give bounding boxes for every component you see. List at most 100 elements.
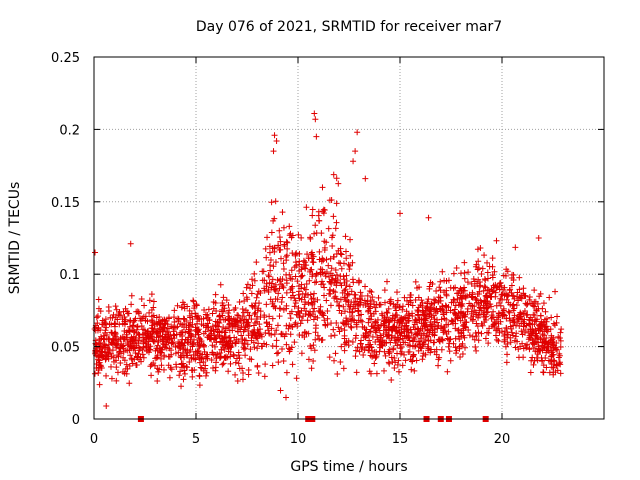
data-point <box>390 301 397 308</box>
data-point <box>509 292 516 299</box>
data-point <box>149 319 156 326</box>
data-point <box>530 345 537 352</box>
data-point <box>253 316 260 323</box>
data-point <box>435 299 442 306</box>
data-point <box>489 272 496 279</box>
data-point <box>507 339 514 346</box>
data-point <box>388 326 395 333</box>
data-point <box>108 329 115 336</box>
data-point <box>195 334 202 341</box>
data-point <box>310 259 317 266</box>
data-point <box>438 346 445 353</box>
data-point <box>527 334 534 341</box>
data-point <box>378 341 385 348</box>
data-point <box>397 350 404 357</box>
data-point <box>212 322 219 329</box>
data-point <box>316 308 323 315</box>
data-point <box>296 268 303 275</box>
data-point-outlier <box>350 158 357 165</box>
data-point <box>365 303 372 310</box>
data-point <box>348 324 355 331</box>
data-point <box>357 296 364 303</box>
data-point <box>200 343 207 350</box>
data-point <box>239 376 246 383</box>
data-point <box>303 204 310 211</box>
data-point <box>336 302 343 309</box>
data-point <box>312 222 319 229</box>
data-point <box>281 333 288 340</box>
data-point <box>109 314 116 321</box>
data-point <box>471 282 478 289</box>
data-point <box>286 232 293 239</box>
data-point <box>128 292 135 299</box>
data-point <box>401 351 408 358</box>
data-point <box>548 353 555 360</box>
data-point <box>435 362 442 369</box>
data-point <box>234 311 241 318</box>
data-point <box>292 319 299 326</box>
data-point <box>203 324 210 331</box>
data-point <box>227 360 234 367</box>
data-point <box>192 348 199 355</box>
data-point <box>325 225 332 232</box>
data-point <box>225 316 232 323</box>
data-point <box>196 382 203 389</box>
data-point <box>280 266 287 273</box>
data-point <box>240 309 247 316</box>
y-tick-label: 0.1 <box>59 268 80 283</box>
data-point <box>511 337 518 344</box>
data-point <box>370 324 377 331</box>
data-point <box>359 344 366 351</box>
data-point <box>117 345 124 352</box>
data-point <box>280 358 287 365</box>
data-point <box>269 276 276 283</box>
data-point <box>169 324 176 331</box>
data-point <box>266 249 273 256</box>
data-point <box>101 348 108 355</box>
data-point <box>131 329 138 336</box>
data-point <box>556 359 563 366</box>
data-point <box>507 317 514 324</box>
data-point <box>277 255 284 262</box>
data-point <box>315 208 322 215</box>
data-point <box>473 297 480 304</box>
data-point <box>99 352 106 359</box>
data-point <box>178 383 185 390</box>
data-point <box>439 268 446 275</box>
data-point <box>532 298 539 305</box>
data-point <box>322 270 329 277</box>
data-point <box>548 314 555 321</box>
data-point <box>435 356 442 363</box>
data-point <box>95 305 102 312</box>
data-point-outlier <box>271 132 278 139</box>
data-point <box>318 278 325 285</box>
data-point <box>399 362 406 369</box>
data-point <box>456 299 463 306</box>
data-point <box>390 345 397 352</box>
data-point <box>550 369 557 376</box>
data-point <box>482 317 489 324</box>
data-point <box>445 343 452 350</box>
data-point <box>342 233 349 240</box>
data-point <box>391 364 398 371</box>
data-point <box>228 320 235 327</box>
data-point <box>160 328 167 335</box>
data-point <box>232 371 239 378</box>
data-point <box>235 338 242 345</box>
data-point <box>147 363 154 370</box>
data-point <box>302 290 309 297</box>
data-point <box>328 197 335 204</box>
y-tick-label: 0 <box>72 413 80 428</box>
data-point <box>484 269 491 276</box>
data-point <box>515 297 522 304</box>
data-point <box>337 260 344 267</box>
data-point <box>182 346 189 353</box>
data-point <box>456 345 463 352</box>
data-point <box>154 377 161 384</box>
data-point <box>216 349 223 356</box>
data-point <box>205 306 212 313</box>
data-point <box>268 199 275 206</box>
data-point <box>136 334 143 341</box>
data-point-outlier <box>270 148 277 155</box>
data-point <box>475 329 482 336</box>
